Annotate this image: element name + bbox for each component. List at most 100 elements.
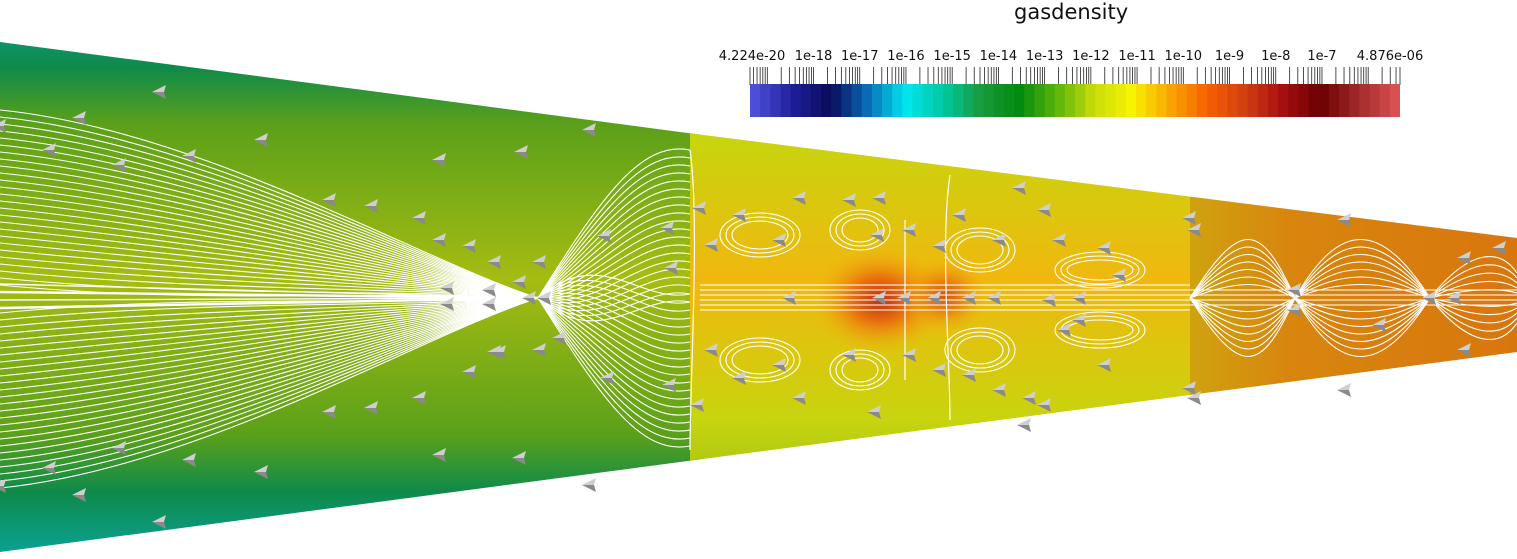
streamline — [841, 217, 879, 243]
cone-glyph — [432, 153, 446, 167]
streamline — [1066, 259, 1134, 281]
streamline — [537, 297, 691, 344]
scalar-bar-cell — [780, 84, 792, 117]
streamline — [537, 279, 691, 304]
scalar-bar-cell — [1278, 84, 1289, 117]
streamline — [0, 297, 539, 370]
scalar-bar-cell — [1105, 84, 1117, 117]
scalar-bar-cell — [871, 84, 883, 117]
cone-glyph — [1057, 323, 1071, 337]
scalar-bar-cell — [1176, 84, 1188, 117]
cone-glyph — [932, 239, 946, 253]
scalar-bar-cell — [1034, 84, 1046, 117]
cone-glyph — [792, 391, 806, 405]
scalar-bar-cell — [922, 84, 934, 117]
cone-glyph — [1017, 418, 1031, 432]
streamline — [537, 297, 691, 376]
cone-glyph — [1187, 223, 1201, 237]
streamline — [0, 144, 539, 299]
streamline — [537, 212, 691, 299]
cone-glyph — [732, 208, 746, 222]
streamline — [537, 297, 691, 360]
cone-glyph — [1372, 318, 1386, 332]
scalar-bar-cell — [1359, 84, 1371, 117]
scalar-bar-label: 1e-8 — [1261, 49, 1291, 64]
streamline — [537, 284, 691, 312]
streamline — [0, 207, 539, 299]
scalar-bar-label: 1e-7 — [1307, 49, 1337, 64]
streamline — [0, 297, 539, 301]
streamline — [1429, 297, 1517, 324]
streamline — [537, 297, 691, 416]
streamline — [956, 335, 1004, 365]
cone-glyph — [462, 365, 476, 379]
streamline — [537, 148, 691, 299]
cone-glyph — [514, 145, 528, 159]
cone-glyph — [1072, 291, 1086, 305]
cone-glyph — [867, 405, 881, 419]
streamline — [537, 156, 691, 299]
scalar-bar — [750, 84, 1400, 117]
scalar-bar-cell — [760, 84, 771, 117]
scalar-bar-cell — [831, 84, 843, 117]
cone-glyph — [902, 223, 916, 237]
cone-glyph — [487, 345, 501, 359]
streamline — [1054, 311, 1146, 349]
scalar-bar-label: 1e-13 — [1025, 49, 1064, 64]
scalar-bar-cell — [1379, 84, 1391, 117]
cone-glyph — [112, 158, 126, 172]
cone-glyph — [704, 238, 718, 252]
streamline — [537, 288, 691, 320]
streamline — [0, 172, 539, 299]
cone-glyph — [254, 133, 268, 147]
streamline — [537, 292, 691, 328]
cone-glyph — [1457, 251, 1471, 265]
cone-glyph — [962, 368, 976, 382]
streamline — [1429, 297, 1517, 316]
cone-glyph — [112, 441, 126, 455]
streamline — [1429, 297, 1517, 340]
streamline — [0, 165, 539, 299]
cone-glyph — [1022, 391, 1036, 405]
cone-glyph — [1042, 293, 1056, 307]
cone-glyph — [732, 371, 746, 385]
streamline — [944, 227, 1016, 273]
cone-glyph — [842, 348, 856, 362]
streamline — [537, 164, 691, 299]
scalar-bar-cell — [1237, 84, 1249, 117]
cone-glyph — [842, 193, 856, 207]
scalar-bar-cell — [993, 84, 1005, 117]
cone-glyph — [897, 291, 911, 305]
cone-glyph — [664, 261, 678, 275]
cone-glyph — [42, 143, 56, 157]
cone-glyph — [182, 453, 196, 467]
cone-glyph — [532, 343, 546, 357]
cone-glyph — [582, 123, 596, 137]
cone-glyph — [152, 85, 166, 99]
cone-glyph — [662, 378, 676, 392]
cone-glyph — [772, 233, 786, 247]
cone-glyph — [1492, 241, 1506, 255]
streamline — [537, 274, 691, 299]
streamline — [0, 179, 539, 299]
streamline — [829, 349, 891, 391]
scalar-bar-cell — [1207, 84, 1218, 117]
streamline — [0, 297, 539, 398]
cone-glyph — [364, 199, 378, 213]
scalar-bar-cell — [1095, 84, 1107, 117]
cone-glyph — [152, 515, 166, 529]
streamline — [537, 252, 691, 299]
cone-glyph — [1287, 303, 1301, 317]
scalar-bar-cell — [953, 84, 964, 117]
cone-glyph — [364, 401, 378, 415]
scalar-bar-cell — [1298, 84, 1310, 117]
scalar-bar-ticks — [749, 67, 1401, 99]
streamline — [1429, 264, 1517, 299]
streamline — [956, 235, 1004, 265]
cone-glyph — [412, 211, 426, 225]
streamline — [537, 292, 691, 317]
streamline — [0, 297, 539, 356]
cone-glyph — [1097, 241, 1111, 255]
streamline — [0, 297, 539, 412]
cone-glyph — [412, 391, 426, 405]
